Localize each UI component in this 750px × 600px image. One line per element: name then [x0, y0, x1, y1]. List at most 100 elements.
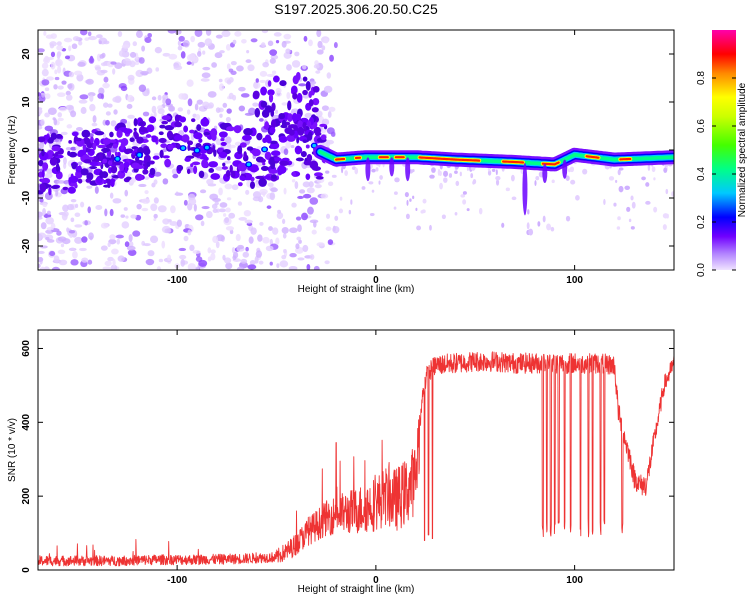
spectral-blob [260, 165, 269, 171]
spectral-blob [71, 162, 77, 170]
spectral-blob [312, 86, 320, 93]
spectral-blob [250, 38, 258, 43]
spectral-blob [236, 266, 245, 270]
spectral-blob [257, 234, 263, 242]
spectral-blob [57, 249, 66, 255]
spectral-blob [157, 205, 167, 213]
spectral-blob [58, 106, 67, 112]
spectral-blob [243, 127, 253, 136]
spectral-blob [292, 92, 298, 100]
spectral-blob [98, 40, 102, 45]
x-tick-label: 0 [373, 275, 379, 286]
spectral-blob [82, 144, 87, 152]
spectral-blob [262, 162, 266, 166]
spectral-blob [193, 203, 197, 212]
spectral-blob [308, 80, 317, 85]
spectral-blob [313, 265, 320, 270]
spectral-blob [176, 164, 184, 172]
spectral-blob [226, 142, 232, 148]
spectral-blob [110, 165, 118, 174]
spectral-blob [107, 256, 114, 262]
spectral-blob [173, 65, 183, 71]
spectral-blob [65, 104, 74, 111]
colorbar-gradient [712, 30, 736, 270]
spectral-blob [42, 202, 48, 208]
spectral-blob [232, 251, 239, 259]
spectral-hot-segment-core [335, 157, 346, 161]
spectral-blob [302, 93, 310, 99]
spectral-blob [174, 134, 184, 141]
spectral-blob [178, 35, 185, 42]
spectral-blob [191, 161, 201, 166]
spectral-blob [289, 227, 298, 234]
spectral-hot-segment-core [502, 160, 525, 164]
spectral-hot-segment-core [418, 156, 481, 162]
spectral-blob [38, 159, 44, 167]
spectral-blob [404, 191, 409, 198]
spectral-blob [246, 49, 250, 54]
spectral-blob [131, 150, 136, 156]
spectral-blob [187, 229, 192, 236]
spectral-blob [40, 266, 45, 270]
spectral-blob [287, 124, 298, 129]
spectral-blob [66, 94, 73, 101]
spectral-blob [199, 189, 207, 194]
spectral-blob [57, 236, 67, 242]
spectral-blob [46, 76, 54, 81]
spectral-blob [53, 84, 58, 90]
spectral-blob [74, 224, 83, 228]
spectral-blob [243, 209, 252, 217]
spectral-blob [443, 170, 449, 177]
spectral-blob [325, 226, 332, 231]
spectral-blob [236, 65, 244, 72]
spectral-blob [121, 44, 130, 49]
spectral-blob [291, 179, 296, 183]
spectral-blob [146, 124, 155, 133]
spectral-blob [195, 148, 199, 153]
spectral-blob [103, 76, 109, 83]
spectral-blob [565, 215, 571, 222]
spectral-blob [212, 197, 221, 202]
spectral-blob [281, 40, 287, 48]
spectral-blob [72, 250, 78, 259]
spectral-blob [48, 187, 52, 196]
spectral-blob [617, 216, 621, 221]
spectral-blob [56, 65, 62, 74]
snr-frame [37, 329, 675, 571]
spectral-blob [221, 166, 228, 170]
spectral-blob [123, 207, 128, 211]
colorbar-tick-label: 0.6 [696, 119, 707, 133]
spectral-blob [261, 109, 270, 118]
spectral-blob [75, 165, 83, 173]
spectral-blob [226, 63, 231, 70]
spectral-blob [226, 126, 235, 132]
spectral-blob [375, 167, 379, 172]
spectral-blob [128, 234, 133, 242]
spectral-blob [333, 42, 338, 49]
spectral-blob [126, 121, 131, 129]
spectral-blob [302, 181, 311, 188]
spectral-blob [57, 112, 63, 118]
spectral-blob [225, 136, 232, 144]
spectral-blob [645, 200, 651, 205]
spectral-blob [177, 40, 181, 46]
spectral-blob [150, 235, 159, 244]
spectral-blob [109, 139, 117, 143]
spectral-blob [111, 248, 119, 255]
spectral-blob [262, 61, 270, 68]
spectral-blob [271, 174, 277, 179]
spectral-blob [317, 40, 323, 49]
spectral-blob [429, 174, 435, 179]
spectral-blob [80, 168, 89, 176]
spectral-blob [189, 244, 195, 252]
spectral-blob [613, 202, 617, 207]
spectral-blob [298, 83, 307, 87]
spectral-blob [204, 38, 213, 47]
spectral-blob [110, 120, 117, 127]
spectral-blob [472, 179, 477, 185]
spectral-blob [39, 198, 44, 203]
spectral-blob [89, 94, 94, 102]
spectral-blob [302, 139, 308, 144]
spectral-blob [211, 62, 217, 68]
colorbar-tick-label: 0.0 [696, 263, 707, 277]
